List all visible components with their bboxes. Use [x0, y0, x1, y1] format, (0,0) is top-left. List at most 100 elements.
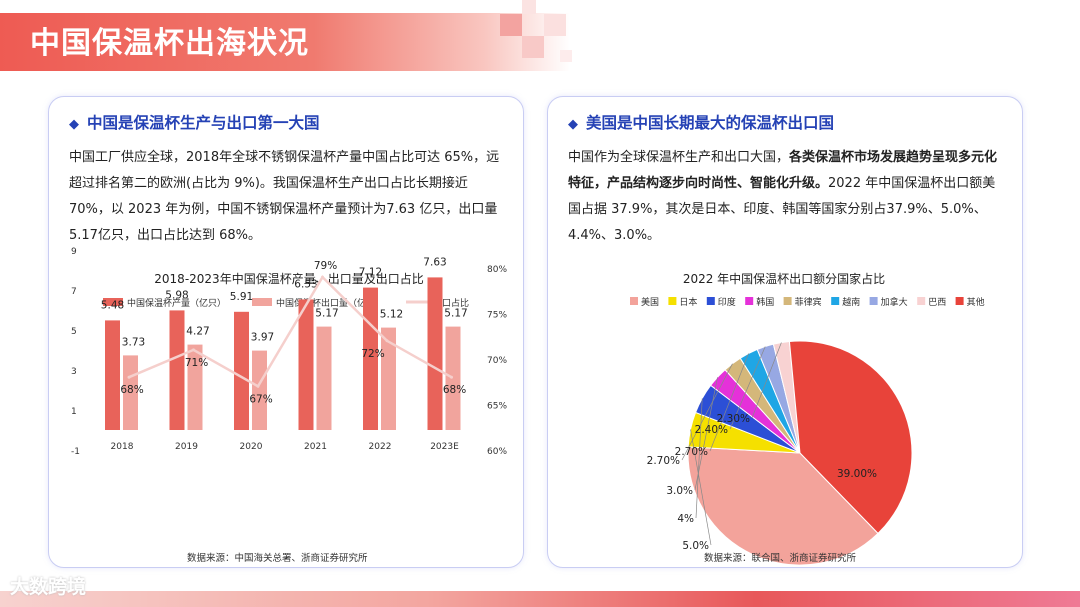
- y-right-tick-label: 60%: [487, 447, 507, 457]
- chart-title: 2018-2023年中国保温杯产量、出口量及出口占比: [154, 271, 423, 286]
- chart-marks: 9 7 5 3 1 -1 80% 75% 70% 65% 60% 5.48 3.73 2018 5.98 4.…: [71, 247, 507, 457]
- y-right-tick-label: 80%: [487, 265, 507, 275]
- production-bar-label: 7.63: [423, 256, 446, 268]
- export-bar-label: 5.12: [380, 309, 403, 321]
- ratio-point: [450, 375, 453, 379]
- y-left-tick-label: 3: [71, 367, 77, 377]
- legend-swatch: [706, 297, 715, 305]
- y-left-tick-label: 7: [71, 287, 77, 297]
- ratio-point: [321, 275, 324, 279]
- diamond-icon: ◆: [69, 117, 79, 132]
- legend-label: 美国: [641, 296, 659, 308]
- page-title: 中国保温杯出海状况: [30, 26, 309, 61]
- legend-label: 韩国: [756, 296, 774, 308]
- production-bar-label: 7.12: [359, 267, 382, 279]
- pie-slice-label: 2.70%: [647, 455, 680, 467]
- ratio-label: 68%: [120, 384, 143, 396]
- pie-legend: 美国 日本 印度 韩国 菲律宾 越南 加拿大 巴西 其他: [630, 296, 985, 308]
- y-right-tick-label: 65%: [487, 402, 507, 412]
- ratio-point: [192, 348, 195, 352]
- x-tick-label: 2022: [369, 442, 392, 452]
- right-card: ◆ 美国是中国长期最大的保温杯出口国 中国作为全球保温杯生产和出口大国，各类保温杯…: [547, 96, 1023, 568]
- ratio-label: 79%: [314, 260, 337, 272]
- ratio-label: 68%: [443, 384, 466, 396]
- legend-swatch-production: [103, 298, 123, 306]
- pie-chart-title: 2022 年中国保温杯出口额分国家占比: [683, 271, 885, 286]
- y-left-tick-label: 9: [71, 247, 77, 257]
- production-bar-label: 5.48: [101, 299, 124, 311]
- production-bar: [105, 320, 120, 430]
- production-bar: [169, 310, 185, 430]
- ratio-label: 71%: [185, 357, 208, 369]
- y-left-tick-label: 1: [71, 407, 77, 417]
- x-tick-label: 2020: [240, 442, 263, 452]
- diamond-icon: ◆: [568, 117, 578, 132]
- pie-slice-label: 39.00%: [837, 468, 877, 480]
- export-bar-label: 4.27: [186, 326, 209, 338]
- pie-slice-label: 2.30%: [717, 413, 750, 425]
- legend-swatch: [917, 297, 926, 305]
- pie-slice: [687, 446, 879, 566]
- export-bar-label: 3.73: [122, 336, 145, 348]
- chart-legend: 中国保温杯产量（亿只） 中国保温杯出口量（亿只） 出口占比: [103, 297, 469, 309]
- ratio-point: [256, 384, 260, 388]
- legend-swatch: [831, 297, 840, 305]
- production-bar-label: 5.98: [165, 289, 188, 301]
- production-bar-label: 6.53: [294, 278, 317, 290]
- pie-leader-line: [690, 429, 712, 546]
- bar-line-chart: 2018-2023年中国保温杯产量、出口量及出口占比 中国保温杯产量（亿只） 中…: [71, 247, 507, 457]
- ratio-label: 72%: [361, 348, 384, 360]
- production-bar: [234, 311, 249, 430]
- legend-label: 菲律宾: [795, 296, 822, 308]
- right-chart-source: 数据来源：联合国、浙商证券研究所: [704, 553, 857, 564]
- legend-swatch-export: [252, 298, 272, 306]
- left-card-paragraph: 中国工厂供应全球，2018年全球不锈钢保温杯产量中国占比可达 65%，远超过排名…: [69, 150, 500, 243]
- pie-slices: 37.9%5.0%4%3.0%2.70%2.70%2.40%2.30%39.00…: [647, 340, 913, 566]
- legend-label: 印度: [718, 296, 736, 308]
- y-right-tick-label: 75%: [487, 311, 507, 321]
- pie-leader-line: [729, 346, 766, 430]
- pie-slice-label: 3.0%: [666, 485, 693, 497]
- right-card-paragraph: 中国作为全球保温杯生产和出口大国，各类保温杯市场发展趋势呈现多元化特征，产品结构…: [568, 150, 998, 243]
- footer-logo: 大数跨境: [10, 576, 87, 598]
- pie-leader-line: [681, 363, 733, 461]
- ratio-point: [385, 339, 389, 343]
- legend-label: 越南: [842, 296, 860, 308]
- x-tick-label: 2019: [175, 442, 198, 452]
- export-bar: [252, 350, 267, 430]
- legend-swatch: [668, 297, 677, 305]
- legend-label: 其他: [967, 296, 985, 308]
- left-card-heading: ◆ 中国是保温杯生产与出口第一大国: [69, 114, 320, 132]
- legend-swatch: [783, 297, 792, 305]
- pie-slice: [788, 340, 913, 535]
- legend-swatch: [745, 297, 754, 305]
- left-card: ◆ 中国是保温杯生产与出口第一大国 中国工厂供应全球，2018年全球不锈钢保温杯产…: [48, 96, 524, 568]
- legend-label: 巴西: [928, 297, 946, 308]
- pie-slice-label: 2.70%: [675, 446, 708, 458]
- x-tick-label: 2018: [111, 442, 134, 452]
- x-tick-label: 2023E: [430, 442, 459, 452]
- pie-slice-label: 4%: [677, 513, 694, 525]
- y-right-tick-label: 70%: [487, 356, 507, 366]
- ratio-label: 67%: [249, 393, 272, 405]
- y-left-tick-label: -1: [71, 447, 80, 457]
- production-bar: [427, 277, 443, 430]
- legend-swatch: [630, 297, 638, 305]
- ratio-point: [127, 375, 131, 379]
- title-bar: [0, 13, 570, 71]
- export-bar-label: 3.97: [251, 332, 274, 344]
- export-bar: [445, 326, 461, 430]
- ratio-line: [128, 275, 453, 388]
- export-bar: [316, 326, 332, 430]
- production-bar: [363, 287, 378, 430]
- production-bar: [298, 299, 314, 430]
- x-tick-label: 2021: [304, 442, 327, 452]
- production-bar-label: 5.91: [230, 291, 253, 303]
- pie-slice-label: 2.40%: [695, 424, 728, 436]
- pie-leader-line: [695, 398, 703, 519]
- pie-leader-line: [709, 353, 749, 452]
- legend-swatch: [955, 297, 964, 305]
- pie-leader-line: [751, 342, 782, 419]
- y-left-tick-label: 5: [71, 327, 77, 337]
- right-card-heading: ◆ 美国是中国长期最大的保温杯出口国: [568, 114, 835, 132]
